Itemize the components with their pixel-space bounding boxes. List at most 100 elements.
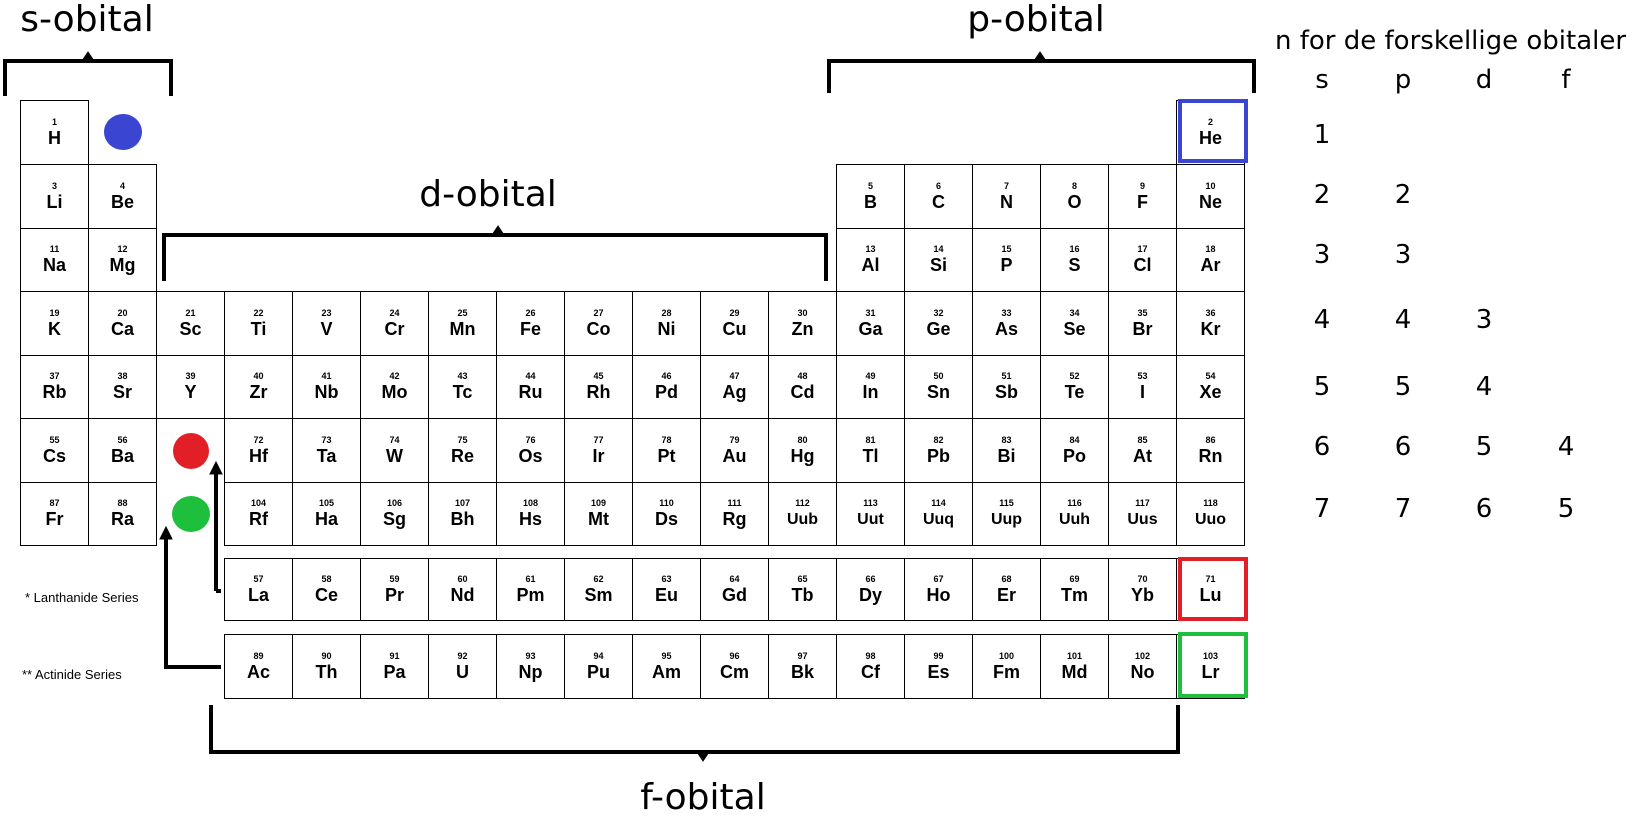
atomic-number: 8 bbox=[1071, 180, 1077, 191]
atomic-number: 98 bbox=[865, 650, 876, 661]
element-cell-rn: 86 Rn bbox=[1176, 418, 1245, 483]
d-bracket bbox=[162, 233, 828, 281]
element-symbol: Ru bbox=[518, 382, 543, 402]
atomic-number: 79 bbox=[729, 434, 740, 445]
element-symbol: N bbox=[1000, 191, 1013, 212]
element-symbol: V bbox=[320, 318, 333, 339]
element-cell-am: 95 Am bbox=[632, 634, 701, 699]
element-cell-li: 3 Li bbox=[20, 164, 89, 229]
legend-value: 4 bbox=[1475, 372, 1493, 402]
element-cell-nb: 41 Nb bbox=[292, 355, 361, 419]
atomic-number: 43 bbox=[457, 371, 468, 381]
element-cell-nd: 60 Nd bbox=[428, 558, 497, 621]
atomic-number: 29 bbox=[729, 307, 740, 318]
element-cell-uup: 115 Uup bbox=[972, 482, 1041, 546]
element-symbol: Th bbox=[315, 661, 338, 682]
atomic-number: 81 bbox=[865, 434, 876, 445]
atomic-number: 65 bbox=[797, 573, 808, 584]
element-cell-tb: 65 Tb bbox=[768, 558, 837, 621]
element-symbol: Uuh bbox=[1058, 511, 1091, 528]
element-symbol: Mo bbox=[381, 382, 408, 402]
atomic-number: 80 bbox=[797, 434, 808, 445]
element-symbol: As bbox=[994, 318, 1018, 339]
atomic-number: 103 bbox=[1202, 650, 1219, 661]
atomic-number: 56 bbox=[117, 434, 128, 445]
atomic-number: 73 bbox=[321, 434, 332, 445]
element-symbol: Uub bbox=[786, 511, 819, 528]
atomic-number: 61 bbox=[525, 573, 536, 584]
element-cell-y: 39 Y bbox=[156, 355, 225, 419]
element-symbol: Cr bbox=[384, 318, 405, 339]
atomic-number: 50 bbox=[933, 371, 944, 381]
element-symbol: Bh bbox=[450, 509, 475, 529]
legend-header-s: s bbox=[1315, 65, 1329, 95]
element-cell-cm: 96 Cm bbox=[700, 634, 769, 699]
element-symbol: Zr bbox=[249, 382, 268, 402]
atomic-number: 116 bbox=[1067, 498, 1082, 508]
legend-value: 5 bbox=[1394, 372, 1412, 402]
element-cell-hf: 72 Hf bbox=[224, 418, 293, 483]
element-cell-br: 35 Br bbox=[1108, 291, 1177, 356]
element-symbol: Mg bbox=[109, 255, 136, 275]
element-cell-ar: 18 Ar bbox=[1176, 228, 1245, 292]
element-symbol: Be bbox=[110, 191, 134, 212]
element-symbol: Yb bbox=[1130, 584, 1154, 605]
element-symbol: Nb bbox=[314, 382, 339, 402]
atomic-number: 40 bbox=[253, 371, 264, 381]
element-cell-cr: 24 Cr bbox=[360, 291, 429, 356]
atomic-number: 84 bbox=[1069, 434, 1080, 445]
element-cell-ru: 44 Ru bbox=[496, 355, 565, 419]
element-cell-co: 27 Co bbox=[564, 291, 633, 356]
element-symbol: W bbox=[386, 445, 403, 466]
element-symbol: He bbox=[1198, 127, 1222, 148]
element-symbol: Cl bbox=[1133, 255, 1152, 275]
element-symbol: Po bbox=[1062, 445, 1086, 466]
element-symbol: Xe bbox=[1199, 382, 1222, 402]
element-symbol: Si bbox=[929, 255, 947, 275]
element-symbol: Uuq bbox=[922, 511, 955, 528]
element-symbol: Os bbox=[518, 445, 543, 466]
element-symbol: Li bbox=[46, 191, 63, 212]
element-cell-fe: 26 Fe bbox=[496, 291, 565, 356]
atomic-number: 70 bbox=[1137, 573, 1148, 584]
atomic-number: 64 bbox=[729, 573, 740, 584]
element-symbol: Pb bbox=[926, 445, 950, 466]
element-cell-np: 93 Np bbox=[496, 634, 565, 699]
atomic-number: 77 bbox=[593, 434, 604, 445]
element-symbol: Ds bbox=[654, 509, 678, 529]
atomic-number: 51 bbox=[1001, 371, 1012, 381]
legend-value: 3 bbox=[1313, 240, 1331, 270]
f-bracket-tip bbox=[696, 751, 710, 762]
element-cell-ho: 67 Ho bbox=[904, 558, 973, 621]
element-cell-v: 23 V bbox=[292, 291, 361, 356]
atomic-number: 108 bbox=[522, 498, 539, 508]
element-symbol: Cs bbox=[42, 445, 66, 466]
atomic-number: 31 bbox=[865, 307, 876, 318]
atomic-number: 105 bbox=[318, 498, 335, 508]
green-marker-dot bbox=[172, 496, 210, 532]
element-cell-mt: 109 Mt bbox=[564, 482, 633, 546]
element-cell-pb: 82 Pb bbox=[904, 418, 973, 483]
element-cell-os: 76 Os bbox=[496, 418, 565, 483]
element-symbol: Re bbox=[450, 445, 474, 466]
element-symbol: Rg bbox=[722, 509, 747, 529]
element-cell-eu: 63 Eu bbox=[632, 558, 701, 621]
element-symbol: Ti bbox=[250, 318, 267, 339]
atomic-number: 4 bbox=[119, 180, 125, 191]
red-marker-dot bbox=[173, 433, 209, 469]
element-cell-ti: 22 Ti bbox=[224, 291, 293, 356]
atomic-number: 44 bbox=[525, 371, 536, 381]
element-symbol: Zn bbox=[791, 318, 814, 339]
element-cell-ac: 89 Ac bbox=[224, 634, 293, 699]
element-cell-ca: 20 Ca bbox=[88, 291, 157, 356]
element-symbol: Eu bbox=[654, 584, 678, 605]
atomic-number: 75 bbox=[457, 434, 468, 445]
atomic-number: 21 bbox=[185, 307, 196, 318]
atomic-number: 107 bbox=[454, 498, 471, 508]
element-symbol: Tl bbox=[862, 445, 879, 466]
atomic-number: 87 bbox=[49, 498, 60, 508]
atomic-number: 115 bbox=[999, 498, 1014, 508]
atomic-number: 54 bbox=[1205, 371, 1216, 381]
atomic-number: 74 bbox=[389, 434, 400, 445]
element-symbol: Tc bbox=[452, 382, 473, 402]
